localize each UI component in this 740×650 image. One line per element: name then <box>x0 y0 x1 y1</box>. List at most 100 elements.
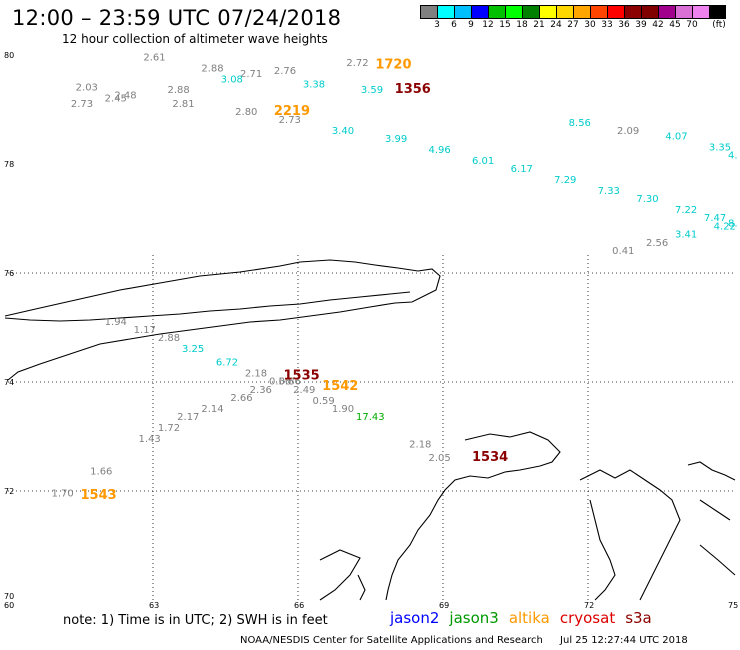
pass-time-label: 1535 <box>284 368 320 383</box>
novaya-zemlya-south-coast <box>4 291 411 322</box>
novaya-zemlya-north-coast <box>4 259 441 381</box>
wave-height-value: 2.71 <box>240 69 262 80</box>
wave-height-value: 2.73 <box>279 115 301 126</box>
lat-label: 76 <box>4 269 14 278</box>
pass-time-label: 1543 <box>81 488 117 503</box>
lon-label: 60 <box>4 601 14 610</box>
ob-bay-east-shore <box>589 499 616 601</box>
wave-height-value: 3.40 <box>332 126 354 137</box>
wave-height-value: 3.41 <box>675 230 697 241</box>
wave-height-value: 2.36 <box>250 385 272 396</box>
legend-swatch <box>556 5 573 19</box>
pass-time-label: 1356 <box>395 82 431 97</box>
legend-value: 42 <box>652 20 664 30</box>
satellite-s3a: s3a <box>625 609 652 627</box>
legend-value: 21 <box>533 20 545 30</box>
legend-swatch <box>471 5 488 19</box>
wave-height-value: 2.88 <box>158 333 180 344</box>
wave-height-value: 2.17 <box>177 412 199 423</box>
legend-swatch <box>641 5 658 19</box>
legend-value: 39 <box>635 20 647 30</box>
wave-height-value: 8.56 <box>569 118 591 129</box>
gydan-coast <box>579 469 681 601</box>
color-legend: 3 6 9 12 15 18 21 24 27 30 33 36 39 42 45 70 (ft) <box>420 5 726 33</box>
wave-height-value: 3.25 <box>182 344 204 355</box>
satellite-altika: altika <box>508 609 550 627</box>
lon-label: 75 <box>728 601 738 610</box>
wave-height-value: 2.45 <box>105 93 127 104</box>
legend-swatch <box>522 5 539 19</box>
pass-time-label: 1534 <box>472 450 508 465</box>
legend-value: 30 <box>584 20 596 30</box>
legend-swatch <box>692 5 709 19</box>
wave-height-value: 4. <box>728 151 738 162</box>
lat-label: 74 <box>4 378 14 387</box>
lat-label: 70 <box>4 592 14 601</box>
coastline <box>4 259 736 601</box>
wave-height-value: 6.01 <box>472 156 494 167</box>
wave-height-value: 2.61 <box>143 52 165 63</box>
wave-height-value: 4.22 <box>714 221 736 232</box>
legend-swatch <box>607 5 624 19</box>
lon-label: 69 <box>439 601 449 610</box>
legend-swatch <box>675 5 692 19</box>
legend-value: 6 <box>451 20 457 30</box>
wave-height-value: 1.90 <box>332 404 354 415</box>
wave-height-value: 2.05 <box>429 453 451 464</box>
wave-height-value: 0.86 <box>279 377 301 388</box>
page-subtitle: 12 hour collection of altimeter wave hei… <box>62 32 328 46</box>
satellite-jason2: jason2 <box>390 609 440 627</box>
wave-height-value: 2.09 <box>617 126 639 137</box>
legend-swatch <box>539 5 556 19</box>
wave-height-value: 2.18 <box>409 439 431 450</box>
wave-height-value: 2.76 <box>274 66 296 77</box>
wave-height-value: 0.56 <box>269 377 291 388</box>
legend-swatch <box>420 5 437 19</box>
wave-height-value: 2.81 <box>172 99 194 110</box>
wave-height-value: 2.14 <box>201 404 223 415</box>
legend-color-bar <box>420 5 726 19</box>
wave-height-value: 1.70 <box>52 488 74 499</box>
page-title: 12:00 – 23:59 UTC 07/24/2018 <box>12 6 342 30</box>
wave-height-value: 1.17 <box>134 325 156 336</box>
legend-swatch <box>590 5 607 19</box>
wave-height-value: 7.30 <box>636 194 658 205</box>
wave-height-value: 2.72 <box>346 58 368 69</box>
wave-height-value: 1.72 <box>158 423 180 434</box>
legend-value: 9 <box>468 20 474 30</box>
wave-height-value: 6.72 <box>216 358 238 369</box>
legend-value: 18 <box>516 20 528 30</box>
wave-height-value: 1.43 <box>139 434 161 445</box>
lon-label: 63 <box>149 601 159 610</box>
units-note: note: 1) Time is in UTC; 2) SWH is in fe… <box>63 613 328 628</box>
pass-time-label: 1542 <box>322 379 358 394</box>
wave-height-value: 4.07 <box>665 131 687 142</box>
legend-value: 3 <box>434 20 440 30</box>
legend-labels: 3 6 9 12 15 18 21 24 27 30 33 36 39 42 45 70 (ft) <box>420 19 726 33</box>
wave-height-value: 3.35 <box>709 142 731 153</box>
legend-swatch <box>488 5 505 19</box>
wave-height-value: 2.80 <box>235 107 257 118</box>
pass-time-label: 1720 <box>375 58 411 73</box>
legend-value: 33 <box>601 20 613 30</box>
legend-swatch <box>709 5 726 19</box>
wave-height-value: 2.03 <box>76 82 98 93</box>
legend-value: 36 <box>618 20 630 30</box>
wave-height-value: 7.29 <box>554 175 576 186</box>
wave-height-value: 6.17 <box>511 164 533 175</box>
legend-value: 45 <box>669 20 681 30</box>
wave-height-value: 3.08 <box>221 74 243 85</box>
legend-value: 27 <box>567 20 579 30</box>
yamal-peninsula-coast <box>385 431 561 601</box>
wave-height-value: 3.38 <box>303 80 325 91</box>
wave-height-value: 17.43 <box>356 412 385 423</box>
credit-text: NOAA/NESDIS Center for Satellite Applica… <box>240 635 543 646</box>
wave-height-value: 1.94 <box>105 317 127 328</box>
lon-label: 72 <box>584 601 594 610</box>
legend-swatch <box>658 5 675 19</box>
wave-height-value: 0.41 <box>612 246 634 257</box>
legend-swatch <box>454 5 471 19</box>
yamal-south-shore <box>319 549 366 601</box>
